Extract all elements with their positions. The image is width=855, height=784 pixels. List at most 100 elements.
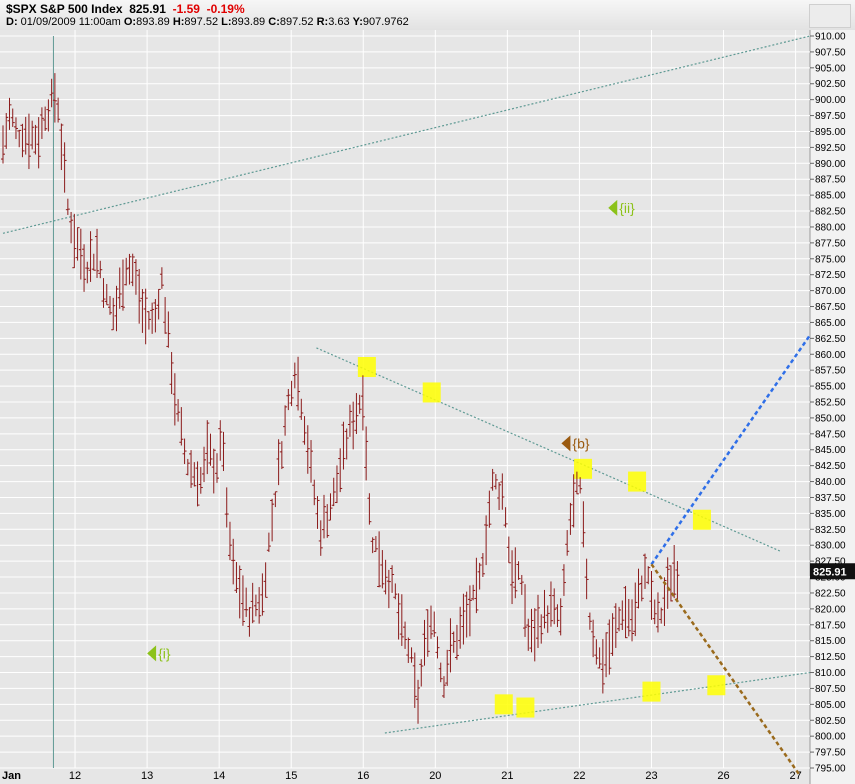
pivot-highlight-marker [574,458,593,479]
y-tick-label: 805.00 [815,700,846,711]
y-tick-label: 802.50 [815,716,846,727]
chart-header: $SPX S&P 500 Index 825.91 -1.59 -0.19% D… [0,0,855,30]
y-tick-label: 862.50 [815,334,846,345]
y-tick-label: 905.00 [815,63,846,74]
y-tick-label: 807.50 [815,684,846,695]
label-c: C: [268,16,280,28]
y-tick-label: 890.00 [815,159,846,170]
y-tick-label: 812.50 [815,652,846,663]
pivot-highlight-marker [642,681,661,702]
y-tick-label: 870.00 [815,286,846,297]
y-tick-label: 795.00 [815,764,846,775]
y-axis-panel [810,30,855,784]
x-tick-label: 16 [357,770,369,782]
index-name: S&P 500 Index [40,2,123,16]
y-tick-label: 902.50 [815,79,846,90]
y-tick-label: 855.00 [815,382,846,393]
pivot-highlight-marker [516,697,535,718]
y-tick-label: 882.50 [815,207,846,218]
y-tick-label: 860.00 [815,350,846,361]
y-tick-label: 850.00 [815,413,846,424]
blue-projection-line [650,334,812,566]
high-value: 897.52 [184,16,219,28]
symbol: $SPX [6,2,37,16]
trend-channel-line [316,347,782,553]
label-h: H: [172,16,185,28]
y-tick-label: 832.50 [815,525,846,536]
x-tick-label: 12 [69,770,81,782]
y-tick-label: 892.50 [815,143,846,154]
y-tick-label: 900.00 [815,95,846,106]
y-tick-label: 887.50 [815,175,846,186]
label-o: O: [123,16,137,28]
pivot-highlight-marker [628,471,647,492]
y-tick-label: 852.50 [815,398,846,409]
x-tick-label: 14 [213,770,225,782]
brown-projection-line [650,563,801,776]
y-tick-label: 867.50 [815,302,846,313]
y-tick-label: 830.00 [815,541,846,552]
y-tick-label: 815.00 [815,636,846,647]
label-l: L: [221,16,232,28]
y-tick-label: 797.50 [815,748,846,759]
y-tick-label: 840.00 [815,477,846,488]
y-tick-label: 910.00 [815,32,846,43]
y-tick-label: 872.50 [815,270,846,281]
y-tick-label: 842.50 [815,461,846,472]
x-tick-label: 13 [141,770,153,782]
last-price-tag-label: 825.91 [813,566,847,578]
y-tick-label: 865.00 [815,318,846,329]
pivot-highlight-marker [422,382,441,403]
label-r: R: [316,16,329,28]
y-tick-label: 800.00 [815,732,846,743]
x-tick-label: Jan [2,770,21,782]
y-tick-label: 837.50 [815,493,846,504]
pivot-highlight-marker [494,694,513,715]
y-tick-label: 857.50 [815,366,846,377]
low-value: 893.89 [231,16,266,28]
last-price: 825.91 [129,2,166,16]
y-tick-label: 810.00 [815,668,846,679]
pivot-highlight-marker [692,509,711,530]
plot-background [0,30,810,784]
y-value: 907.9762 [362,16,409,28]
pivot-highlight-marker [707,675,726,696]
trend-channel-line [2,35,811,234]
last-price-tag [810,563,855,580]
wave-arrow-icon [608,199,618,216]
y-tick-label: 877.50 [815,238,846,249]
y-tick-label: 897.50 [815,111,846,122]
window-controls[interactable] [809,4,851,28]
x-tick-label: 27 [789,770,801,782]
x-tick-label: 22 [573,770,585,782]
ohlc-readout: D: 01/09/2009 11:00am O:893.89 H:897.52 … [6,16,409,28]
y-tick-label: 907.50 [815,47,846,58]
y-tick-label: 895.00 [815,127,846,138]
label-d: D: [6,16,18,28]
y-tick-label: 835.00 [815,509,846,520]
title-line: $SPX S&P 500 Index 825.91 -1.59 -0.19% [6,2,245,16]
y-tick-label: 847.50 [815,429,846,440]
y-tick-label: 820.00 [815,604,846,615]
price-change: -1.59 [172,2,200,16]
wave-arrow-icon [561,435,571,452]
trend-channel-line [384,671,811,734]
price-change-pct: -0.19% [206,2,245,16]
wave-label: {i} [158,645,171,661]
x-tick-label: 21 [501,770,513,782]
wave-label: {ii} [619,200,635,216]
x-tick-label: 20 [429,770,441,782]
x-tick-label: 26 [717,770,729,782]
close-value: 897.52 [279,16,314,28]
y-tick-label: 827.50 [815,557,846,568]
y-tick-label: 875.00 [815,254,846,265]
bar-date: 01/09/2009 [20,16,76,28]
y-tick-label: 817.50 [815,620,846,631]
pivot-highlight-marker [357,356,376,377]
x-tick-label: 15 [285,770,297,782]
y-tick-label: 880.00 [815,222,846,233]
y-tick-label: 885.00 [815,191,846,202]
range-value: 3.63 [328,16,350,28]
